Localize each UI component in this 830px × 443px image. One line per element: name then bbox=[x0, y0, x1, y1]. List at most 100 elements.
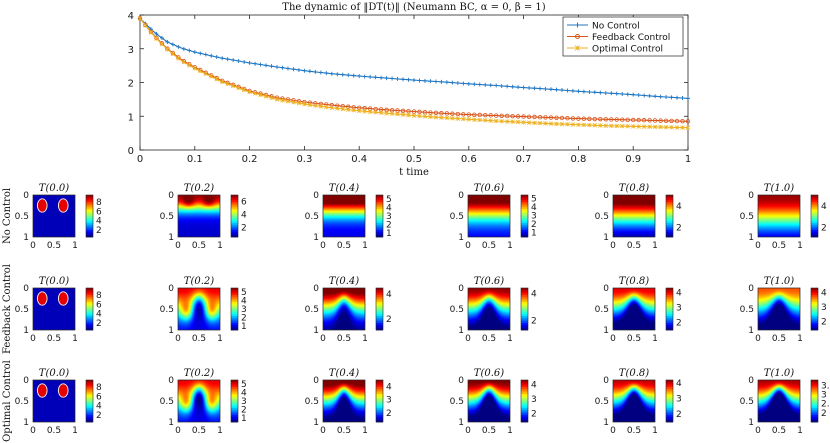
colorbar-segment bbox=[231, 402, 238, 405]
panel-x-tick-label: 1 bbox=[362, 426, 368, 436]
data-point bbox=[466, 81, 471, 86]
panel-y-tick-label: 0.5 bbox=[160, 397, 174, 407]
colorbar-segment bbox=[521, 196, 528, 199]
data-point bbox=[488, 118, 493, 123]
colorbar-segment bbox=[666, 416, 673, 419]
panel-y-tick-label: 0.5 bbox=[740, 397, 754, 407]
data-point bbox=[455, 111, 461, 117]
x-tick-label: 0.9 bbox=[625, 154, 641, 165]
colorbar-segment bbox=[811, 219, 818, 222]
data-point bbox=[269, 64, 274, 69]
colorbar-segment bbox=[231, 385, 238, 388]
colorbar-segment bbox=[376, 202, 383, 205]
data-point bbox=[143, 23, 148, 28]
colorbar-segment bbox=[376, 212, 383, 215]
data-point bbox=[603, 90, 608, 95]
data-point bbox=[417, 78, 422, 83]
colorbar-tick-label: 6 bbox=[241, 197, 247, 207]
colorbar-frame bbox=[375, 379, 384, 423]
panel-title: T(0.4) bbox=[329, 183, 359, 194]
colorbar-segment bbox=[86, 293, 93, 296]
colorbar-segment bbox=[521, 415, 528, 418]
panel-frame bbox=[32, 287, 76, 331]
colorbar-segment bbox=[376, 293, 383, 296]
panel-y-tick-label: 1 bbox=[313, 233, 319, 243]
row-label: Optimal Control bbox=[2, 360, 13, 442]
data-point bbox=[340, 72, 345, 77]
data-point bbox=[203, 71, 209, 76]
panel-x-tick-label: 0 bbox=[30, 426, 36, 436]
data-point bbox=[581, 122, 587, 128]
colorbar-segment bbox=[231, 323, 238, 326]
data-point bbox=[411, 109, 417, 114]
colorbar-tick-label: 8 bbox=[96, 291, 102, 301]
panel-title: T(0.2) bbox=[184, 368, 214, 379]
colorbar-segment bbox=[231, 314, 238, 317]
colorbar-tick-label: 2 bbox=[96, 411, 102, 421]
colorbar-tick-label: 4 bbox=[676, 202, 682, 212]
colorbar-segment bbox=[666, 202, 673, 205]
colorbar-segment bbox=[376, 235, 383, 238]
colorbar-tick-label: 8 bbox=[96, 383, 102, 393]
colorbar-segment bbox=[86, 200, 93, 203]
colorbar-tick-label: 5 bbox=[241, 288, 247, 298]
data-point bbox=[406, 77, 411, 82]
colorbar-segment bbox=[86, 223, 93, 226]
colorbar-segment bbox=[376, 198, 383, 201]
panel-x-tick-label: 1 bbox=[217, 334, 223, 344]
data-point bbox=[658, 124, 663, 130]
colorbar-segment bbox=[521, 228, 528, 231]
colorbar-tick-label: 4 bbox=[821, 288, 827, 298]
colorbar-segment bbox=[666, 214, 673, 217]
colorbar-segment bbox=[811, 231, 818, 234]
data-point bbox=[663, 124, 669, 130]
colorbar-segment bbox=[811, 209, 818, 212]
panel-y-tick-label: 0.5 bbox=[305, 305, 319, 315]
data-point bbox=[285, 99, 291, 104]
panel-y-tick-label: 1 bbox=[168, 233, 174, 243]
data-point bbox=[466, 117, 472, 122]
colorbar-segment bbox=[521, 210, 528, 213]
colorbar-segment bbox=[666, 394, 673, 397]
legend-label: Optimal Control bbox=[592, 45, 663, 55]
colorbar-segment bbox=[521, 319, 528, 322]
colorbar-segment bbox=[811, 212, 818, 215]
data-point bbox=[351, 107, 356, 113]
colorbar-segment bbox=[376, 314, 383, 317]
data-point bbox=[439, 111, 444, 116]
colorbar-segment bbox=[666, 413, 673, 416]
colorbar-segment bbox=[521, 328, 528, 331]
colorbar-segment bbox=[86, 411, 93, 414]
colorbar-segment bbox=[666, 216, 673, 219]
heatmap-image bbox=[613, 380, 655, 422]
colorbar-segment bbox=[376, 411, 383, 414]
colorbar-segment bbox=[521, 224, 528, 227]
data-point bbox=[658, 118, 663, 123]
colorbar-frame bbox=[85, 194, 94, 238]
panel-y-tick-label: 1 bbox=[748, 233, 754, 243]
panel-x-tick-label: 0 bbox=[320, 426, 326, 436]
colorbar-segment bbox=[86, 226, 93, 229]
data-point bbox=[680, 125, 685, 130]
panel-y-tick-label: 0.5 bbox=[160, 212, 174, 222]
colorbar-segment bbox=[231, 288, 238, 291]
x-tick-label: 0.4 bbox=[351, 154, 367, 165]
panel-y-tick-label: 0.5 bbox=[740, 305, 754, 315]
panel-y-tick-label: 0.5 bbox=[450, 305, 464, 315]
colorbar-segment bbox=[231, 209, 238, 212]
colorbar-segment bbox=[86, 413, 93, 416]
colorbar-segment bbox=[521, 233, 528, 236]
colorbar-segment bbox=[666, 328, 673, 331]
colorbar-tick-label: 2 bbox=[821, 223, 827, 233]
data-point bbox=[527, 85, 532, 90]
panel-title: T(0.0) bbox=[39, 183, 69, 194]
panel-title: T(0.8) bbox=[619, 276, 649, 287]
colorbar-segment bbox=[811, 217, 818, 220]
colorbar-segment bbox=[521, 295, 528, 298]
colorbar-segment bbox=[521, 303, 528, 306]
